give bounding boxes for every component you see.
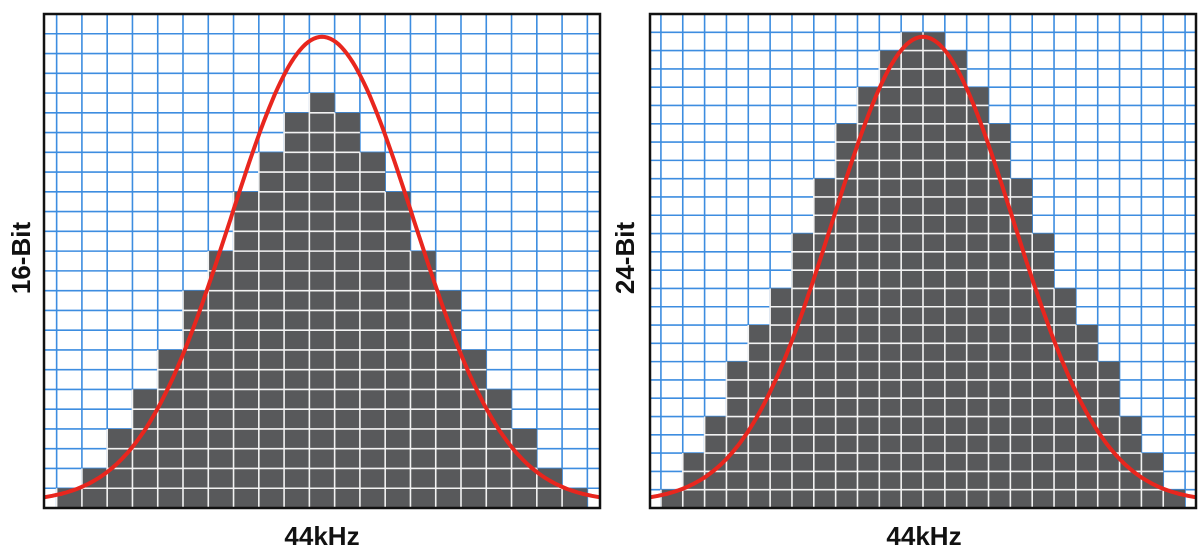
panel-24-bit: 24-Bit 44kHz	[610, 12, 1198, 551]
step-column	[944, 50, 967, 509]
step-column	[966, 87, 989, 509]
plot-area	[648, 12, 1198, 510]
plot-frame	[42, 12, 602, 510]
y-axis-label: 24-Bit	[610, 222, 640, 295]
panel-16-bit: 16-Bit 44kHz	[6, 12, 602, 551]
quantized-steps	[55, 93, 588, 509]
step-column	[835, 123, 858, 509]
plot-frame	[648, 12, 1198, 510]
analog-signal-curve	[649, 34, 1197, 500]
step-column	[1141, 453, 1164, 508]
step-column	[682, 453, 705, 508]
step-column	[704, 416, 727, 508]
analog-signal-curve	[43, 34, 601, 500]
x-axis-label: 44kHz	[284, 521, 359, 551]
plot-area	[42, 12, 602, 510]
step-column	[410, 251, 436, 508]
step-column	[879, 50, 902, 509]
x-axis-label: 44kHz	[886, 521, 961, 551]
step-column	[309, 93, 335, 508]
step-column	[857, 87, 880, 509]
step-column	[1119, 416, 1142, 508]
y-axis-label: 16-Bit	[6, 222, 36, 295]
step-column	[208, 251, 234, 508]
step-column	[988, 123, 1011, 509]
step-column	[791, 233, 814, 509]
step-column	[1032, 233, 1055, 509]
